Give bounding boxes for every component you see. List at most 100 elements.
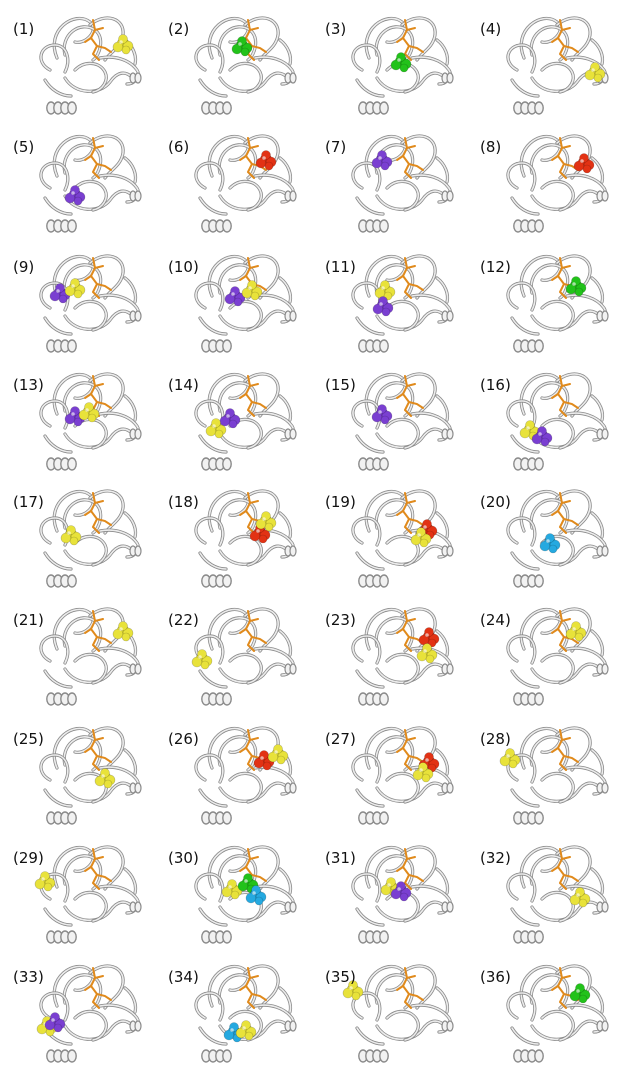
- protein-loop-highlight: [376, 782, 446, 803]
- protein-loop-highlight: [352, 992, 381, 1021]
- protein-loop-highlight: [229, 1010, 263, 1041]
- residue-sphere: [573, 160, 585, 172]
- protein-loop-highlight: [44, 670, 72, 688]
- protein-loop-highlight: [376, 545, 446, 566]
- sphere-shine: [260, 756, 264, 760]
- structure-image: [194, 254, 297, 353]
- protein-cartoon: [39, 254, 142, 353]
- protein-loop: [400, 134, 437, 180]
- structure-image: [506, 134, 609, 233]
- sphere-shine: [379, 302, 383, 306]
- protein-cartoon: [194, 964, 297, 1063]
- residue-sphere: [410, 534, 422, 546]
- protein-loop-highlight: [89, 255, 124, 299]
- residue-surface: [569, 887, 591, 908]
- helix-coil: [289, 428, 297, 440]
- panel-36: (36): [472, 948, 622, 1065]
- panel-label: (16): [480, 376, 511, 394]
- ligand-bond: [396, 492, 424, 534]
- protein-loop-highlight: [124, 987, 137, 1013]
- panel-label: (34): [168, 968, 199, 986]
- protein-loop-highlight: [244, 17, 279, 61]
- ligand-bond: [551, 492, 579, 534]
- panel-label: (24): [480, 611, 511, 629]
- sphere-shine: [425, 633, 429, 637]
- protein-cartoon: [194, 607, 297, 706]
- sphere-shine: [71, 191, 75, 195]
- protein-loop-highlight: [507, 754, 536, 783]
- sphere-shine: [506, 754, 510, 758]
- protein-loop-highlight: [279, 277, 292, 303]
- structure-image: [351, 254, 454, 353]
- ligand-sticks: [551, 729, 579, 771]
- residue-sphere: [390, 59, 402, 71]
- protein-loop-highlight: [520, 965, 562, 1007]
- structure-image: [36, 964, 142, 1063]
- ligand-sticks: [239, 610, 267, 652]
- residue-surface: [342, 980, 364, 1001]
- protein-loop-highlight: [74, 653, 108, 684]
- protein-cartoon: [351, 254, 454, 353]
- protein-loop-highlight: [53, 17, 95, 59]
- residue-sphere: [499, 755, 511, 767]
- helix-coil: [446, 901, 454, 913]
- residue-sphere: [58, 294, 68, 304]
- sphere-shine: [419, 768, 423, 772]
- panel-label: (27): [325, 730, 356, 748]
- protein-loop-highlight: [386, 418, 420, 449]
- structure-image: [39, 254, 142, 353]
- ligand-sticks: [551, 492, 579, 534]
- residue-sphere: [221, 886, 233, 898]
- ligand-sticks: [239, 257, 267, 299]
- ligand-bond: [239, 257, 267, 299]
- protein-loop-highlight: [507, 873, 536, 902]
- helix-coil: [289, 190, 297, 202]
- protein-cartoon: [351, 726, 454, 825]
- protein-cartoon: [506, 372, 609, 471]
- residue-surface: [253, 750, 275, 771]
- helix-coil: [534, 101, 544, 115]
- residue-sphere: [342, 987, 354, 999]
- residue-surface: [267, 744, 289, 765]
- panel-34: (34): [160, 948, 310, 1065]
- panel-32: (32): [472, 829, 622, 946]
- residue-sphere: [540, 437, 550, 447]
- structure-image: [194, 726, 297, 825]
- helix-coil: [534, 574, 544, 588]
- protein-loop-highlight: [365, 255, 407, 297]
- residue-surface: [499, 748, 521, 769]
- protein-loop-highlight: [507, 517, 536, 546]
- sphere-shine: [228, 885, 232, 889]
- protein-loop: [555, 845, 592, 891]
- panel-23: (23): [317, 591, 467, 708]
- panel-35: (35): [317, 948, 467, 1065]
- protein-loop-highlight: [356, 79, 384, 97]
- panel-label: (21): [13, 611, 44, 629]
- protein-loop-highlight: [64, 545, 134, 566]
- protein-loop-highlight: [124, 512, 137, 538]
- protein-loop-highlight: [356, 670, 384, 688]
- residue-surface: [255, 511, 277, 532]
- protein-loop-highlight: [436, 39, 449, 65]
- protein-loop-highlight: [356, 197, 384, 215]
- helix-coil: [289, 72, 297, 84]
- panel-22: (22): [160, 591, 310, 708]
- residue-sphere: [223, 1029, 235, 1041]
- protein-cartoon: [506, 845, 609, 944]
- residue-surface: [584, 62, 606, 83]
- panel-label: (35): [325, 968, 356, 986]
- helix-coil: [534, 1049, 544, 1063]
- residue-surface: [237, 873, 259, 894]
- protein-loop-highlight: [401, 17, 436, 61]
- residue-sphere: [574, 287, 584, 297]
- protein-loop: [555, 372, 592, 418]
- ligand-bond: [84, 967, 112, 1009]
- helix-coil: [67, 457, 77, 471]
- helix-coil: [67, 339, 77, 353]
- protein-loop-highlight: [520, 373, 562, 415]
- panel-label: (20): [480, 493, 511, 511]
- protein-loop-highlight: [511, 552, 539, 570]
- protein-loop-highlight: [591, 39, 604, 65]
- residue-surface: [569, 983, 591, 1004]
- protein-loop-highlight: [401, 846, 436, 890]
